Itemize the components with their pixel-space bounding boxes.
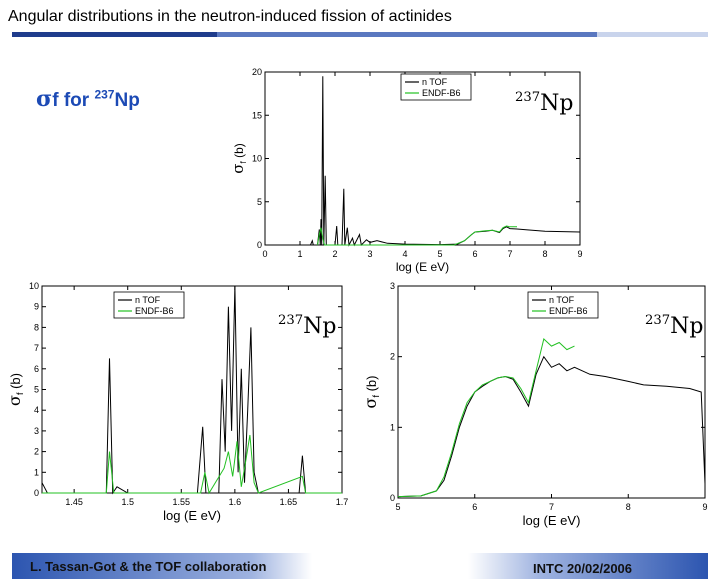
subtitle-sup: 237 — [94, 87, 115, 102]
chart-bottom-left: 1.45 1.5 1.55 1.6 1.65 1.7 0 1 2 3 4 5 6 7 8 9 10 log (E … — [5, 281, 349, 523]
legend-label: ENDF-B6 — [135, 306, 174, 316]
y-tick-label: 3 — [34, 426, 39, 436]
legend-box — [527, 291, 599, 319]
y-axis-label: σf (b) — [229, 143, 248, 173]
isotope-annotation: 237Np — [278, 313, 337, 339]
series-endf-b6 — [42, 434, 342, 495]
x-tick-label: 1 — [297, 249, 302, 259]
subtitle-text: f for — [52, 90, 95, 111]
x-tick-label: 1.45 — [65, 497, 83, 507]
legend-label: n TOF — [135, 295, 161, 305]
series-n-tof — [397, 355, 706, 498]
x-tick-label: 8 — [626, 502, 631, 512]
y-tick-label: 0 — [390, 493, 395, 503]
legend-label: ENDF-B6 — [422, 88, 461, 98]
y-tick-label: 15 — [252, 110, 262, 120]
y-tick-label: 6 — [34, 364, 39, 374]
series-n-tof — [41, 285, 342, 495]
chart-top: 0 1 2 3 4 5 6 7 8 9 0 5 10 15 20 log (E eV) σf (b) n TOFE… — [229, 67, 583, 274]
x-tick-label: 3 — [367, 249, 372, 259]
x-tick-label: 1.6 — [229, 497, 242, 507]
y-tick-label: 10 — [29, 281, 39, 291]
footer-bar — [12, 553, 708, 579]
y-axis-label: σf (b) — [361, 376, 381, 409]
x-tick-label: 7 — [549, 502, 554, 512]
x-axis-label: log (E eV) — [396, 260, 449, 274]
x-tick-label: 9 — [702, 502, 707, 512]
footer-date: INTC 20/02/2006 — [533, 561, 633, 576]
isotope-annotation: 237Np — [645, 313, 704, 339]
x-tick-label: 6 — [472, 249, 477, 259]
x-tick-label: 8 — [542, 249, 547, 259]
subtitle: σf for 237Np — [36, 86, 140, 112]
legend-label: ENDF-B6 — [549, 306, 588, 316]
legend-label: n TOF — [549, 295, 575, 305]
y-tick-label: 0 — [257, 240, 262, 250]
y-tick-label: 3 — [390, 281, 395, 291]
y-tick-label: 2 — [34, 447, 39, 457]
subtitle-element: Np — [114, 90, 140, 111]
x-tick-label: 7 — [507, 249, 512, 259]
x-tick-label: 5 — [437, 249, 442, 259]
x-tick-label: 1.65 — [280, 497, 298, 507]
x-tick-label: 6 — [472, 502, 477, 512]
y-tick-label: 5 — [34, 385, 39, 395]
subtitle-sigma: σ — [36, 86, 53, 112]
x-axis-label: log (E eV) — [163, 508, 221, 523]
legend-box — [400, 73, 472, 101]
x-tick-label: 1.7 — [336, 497, 349, 507]
x-tick-label: 5 — [395, 502, 400, 512]
x-tick-label: 2 — [332, 249, 337, 259]
y-tick-label: 1 — [390, 422, 395, 432]
x-tick-label: 4 — [402, 249, 407, 259]
x-tick-label: 1.5 — [121, 497, 134, 507]
page-title: Angular distributions in the neutron-ind… — [8, 8, 452, 25]
x-tick-label: 1.55 — [173, 497, 191, 507]
legend-box — [113, 291, 185, 319]
y-tick-label: 7 — [34, 343, 39, 353]
x-axis-label: log (E eV) — [523, 513, 581, 528]
y-tick-label: 2 — [390, 352, 395, 362]
y-tick-label: 0 — [34, 488, 39, 498]
y-tick-label: 5 — [257, 197, 262, 207]
y-tick-label: 10 — [252, 154, 262, 164]
series-endf-b6 — [317, 225, 517, 246]
y-tick-label: 9 — [34, 302, 39, 312]
x-tick-label: 0 — [262, 249, 267, 259]
y-tick-label: 4 — [34, 405, 39, 415]
y-tick-label: 1 — [34, 467, 39, 477]
legend-label: n TOF — [422, 77, 448, 87]
y-tick-label: 8 — [34, 322, 39, 332]
x-tick-label: 9 — [577, 249, 582, 259]
footer-credit: L. Tassan-Got & the TOF collaboration — [30, 559, 267, 574]
isotope-annotation: 237Np — [515, 90, 574, 116]
y-axis-label: σf (b) — [5, 373, 25, 406]
series-endf-b6 — [397, 338, 575, 498]
y-tick-label: 20 — [252, 67, 262, 77]
title-rule — [12, 32, 708, 37]
